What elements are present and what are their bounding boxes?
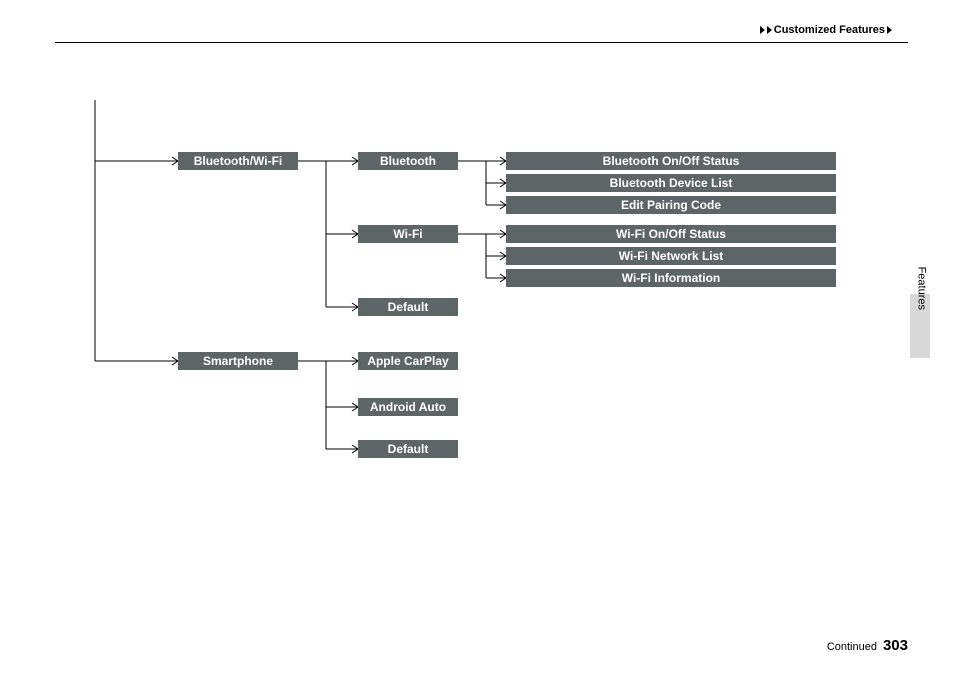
- breadcrumb: Customized Features: [760, 24, 892, 36]
- continued-label: Continued: [827, 641, 877, 653]
- chevron-right-icon: [767, 26, 772, 34]
- footer: Continued 303: [827, 637, 908, 654]
- node-bt_list: Bluetooth Device List: [506, 174, 836, 192]
- node-default2: Default: [358, 440, 458, 458]
- node-android: Android Auto: [358, 398, 458, 416]
- node-wf_info: Wi-Fi Information: [506, 269, 836, 287]
- connectors: [0, 0, 960, 678]
- breadcrumb-label: Customized Features: [774, 24, 885, 36]
- chevron-right-icon: [760, 26, 765, 34]
- node-wifi: Wi-Fi: [358, 225, 458, 243]
- page-number: 303: [883, 637, 908, 654]
- node-bt_status: Bluetooth On/Off Status: [506, 152, 836, 170]
- node-smartphone: Smartphone: [178, 352, 298, 370]
- side-tab-label: Features: [915, 267, 927, 310]
- node-carplay: Apple CarPlay: [358, 352, 458, 370]
- chevron-right-icon: [887, 26, 892, 34]
- node-btwifi: Bluetooth/Wi-Fi: [178, 152, 298, 170]
- node-wf_status: Wi-Fi On/Off Status: [506, 225, 836, 243]
- node-bluetooth: Bluetooth: [358, 152, 458, 170]
- node-default1: Default: [358, 298, 458, 316]
- page: { "header": { "breadcrumb": "Customized …: [0, 0, 960, 678]
- header-rule: [55, 42, 908, 43]
- node-bt_pair: Edit Pairing Code: [506, 196, 836, 214]
- node-wf_list: Wi-Fi Network List: [506, 247, 836, 265]
